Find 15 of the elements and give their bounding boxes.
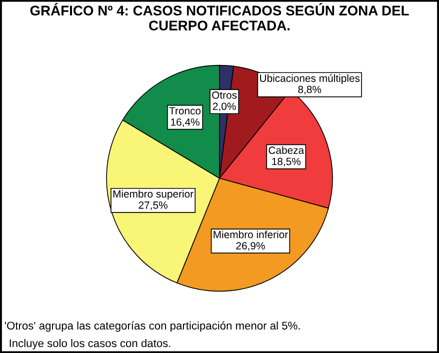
slice-label: Otros — [212, 91, 237, 99]
data-label: 27,5% — [138, 201, 168, 210]
slice-label: Ubicaciones múltiples — [260, 74, 360, 84]
text: 'Otros' agrupa las categorías con participación menor al 5%. — [4, 321, 300, 332]
data-label: 18,5% — [272, 158, 301, 166]
data-label: 2,0% — [212, 102, 236, 112]
slice-label: Miembro superior — [113, 190, 194, 200]
slice-label: Miembro inferior — [214, 230, 288, 238]
data-label: 16,4% — [171, 118, 200, 127]
chart-title: GRÁFICO Nº 4: CASOS NOTIFICADOS SEGÚN ZONA DEL CUERPO AFECTADA. — [30, 3, 409, 30]
data-label: 8,8% — [298, 86, 322, 94]
data-label: 26,9% — [236, 242, 265, 251]
slice-label: Cabeza — [268, 146, 304, 154]
slice-label: Tronco — [169, 107, 201, 114]
text: Incluye solo los casos con datos. — [10, 338, 170, 350]
